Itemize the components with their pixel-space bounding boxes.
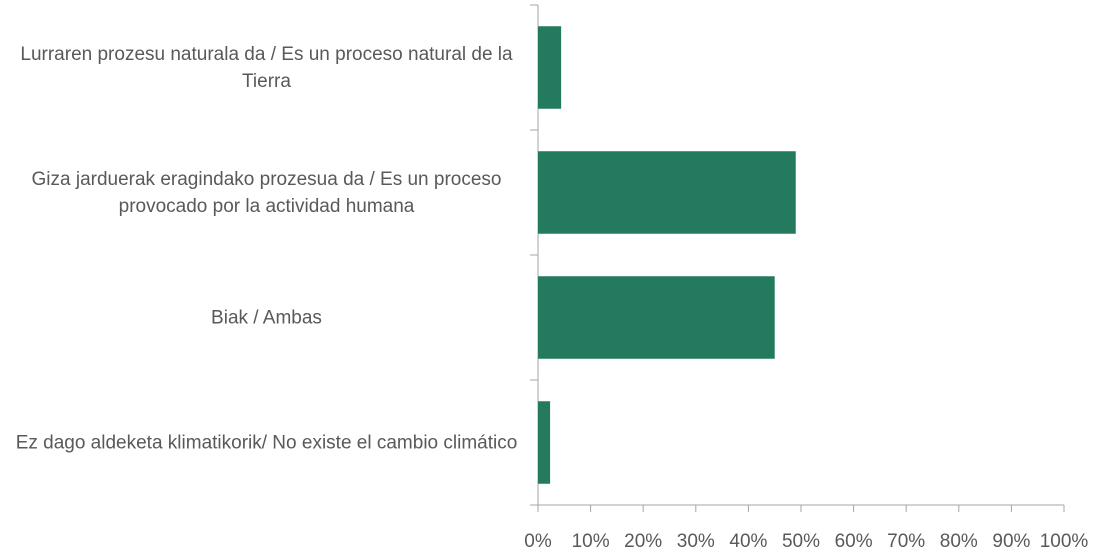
bar <box>538 401 551 484</box>
x-tick-label: 0% <box>524 531 552 552</box>
x-tick-label: 70% <box>887 531 925 552</box>
x-tick-label: 60% <box>835 531 873 552</box>
x-tick-label: 10% <box>572 531 610 552</box>
x-tick-label: 40% <box>729 531 767 552</box>
y-tick-label: Ez dago aldeketa klimatikorik/ No existe… <box>15 432 518 453</box>
x-tick-label: 20% <box>624 531 662 552</box>
x-tick-label: 90% <box>992 531 1030 552</box>
bar <box>538 151 796 234</box>
bar <box>538 26 562 109</box>
y-tick-label: Biak / Ambas <box>211 307 322 328</box>
y-tick-label: Giza jarduerak eragindako prozesua da / … <box>31 168 502 217</box>
x-tick-label: 80% <box>940 531 978 552</box>
y-tick-label: Lurraren prozesu naturala da / Es un pro… <box>20 43 513 92</box>
x-tick-label: 100% <box>1040 531 1089 552</box>
bar <box>538 276 775 359</box>
x-tick-label: 50% <box>782 531 820 552</box>
x-tick-label: 30% <box>677 531 715 552</box>
